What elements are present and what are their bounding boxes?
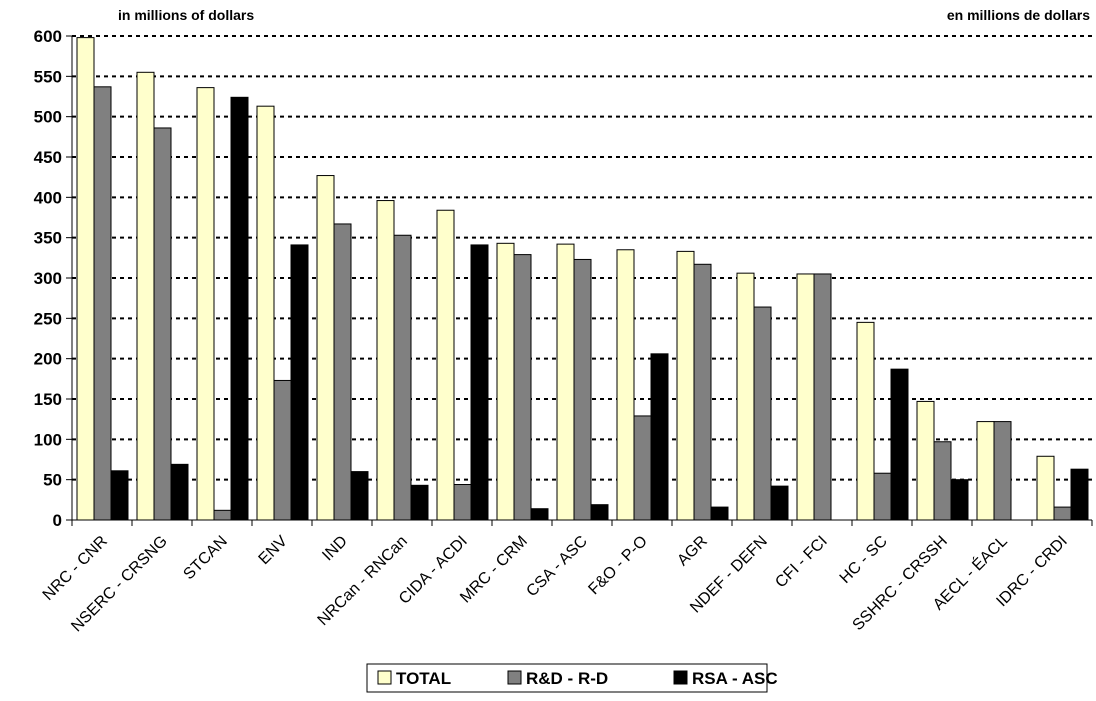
bar-rsa-6 xyxy=(470,244,489,521)
bar-rd-4 xyxy=(333,223,352,521)
bar-rsa-1 xyxy=(170,463,189,521)
bar-rsa-4 xyxy=(350,471,369,521)
x-category-label: ENV xyxy=(256,533,292,569)
x-category-label: IND xyxy=(319,533,351,565)
legend-label: TOTAL xyxy=(396,669,451,688)
bar-total-10 xyxy=(676,250,695,521)
y-tick-label: 300 xyxy=(34,269,62,288)
bar-rd-3 xyxy=(273,379,292,521)
bar-total-16 xyxy=(1036,455,1055,521)
bar-rd-14 xyxy=(933,441,952,521)
bar-rsa-10 xyxy=(710,506,729,521)
bar-total-7 xyxy=(496,242,515,521)
bar-rsa-16 xyxy=(1070,468,1089,521)
x-category-label: CSA - ASC xyxy=(523,533,590,600)
legend: TOTAL R&D - R-D RSA - ASC xyxy=(366,663,778,693)
bar-rsa-3 xyxy=(290,244,309,521)
unit-label-right: en millions de dollars xyxy=(947,7,1090,23)
bar-rd-0 xyxy=(93,86,112,521)
bar-rd-10 xyxy=(693,263,712,521)
bar-rsa-8 xyxy=(590,504,609,521)
y-axis-tick-labels: 0 50 100 150 200 250 300 350 400 450 500 550 600 xyxy=(34,27,62,530)
bar-rd-6 xyxy=(453,484,472,521)
bar-total-3 xyxy=(256,105,275,521)
bar-rd-9 xyxy=(633,415,652,521)
bar-rd-5 xyxy=(393,234,412,521)
bar-rsa-11 xyxy=(770,485,789,521)
legend-swatch xyxy=(673,670,688,685)
bar-rd-8 xyxy=(573,258,592,521)
bar-total-11 xyxy=(736,272,755,521)
bar-rd-1 xyxy=(153,127,172,521)
legend-label: R&D - R-D xyxy=(526,669,608,688)
y-tick-label: 50 xyxy=(43,471,62,490)
x-category-label: AGR xyxy=(674,533,711,570)
bar-rsa-14 xyxy=(950,479,969,521)
bar-rsa-9 xyxy=(650,353,669,521)
bar-rsa-5 xyxy=(410,484,429,521)
bar-rsa-13 xyxy=(890,368,909,521)
bar-rd-7 xyxy=(513,254,532,521)
y-tick-label: 250 xyxy=(34,309,62,328)
y-tick-label: 100 xyxy=(34,430,62,449)
bar-total-14 xyxy=(916,400,935,521)
bar-total-13 xyxy=(856,321,875,521)
x-category-label: CFI - FCI xyxy=(772,533,831,592)
y-tick-label: 0 xyxy=(53,511,62,530)
bar-rd-13 xyxy=(873,472,892,521)
bar-total-9 xyxy=(616,249,635,521)
bar-total-6 xyxy=(436,209,455,521)
x-category-label: STCAN xyxy=(180,533,230,583)
bar-rd-15 xyxy=(993,421,1012,521)
bar-rsa-0 xyxy=(110,470,129,521)
bar-total-12 xyxy=(796,273,815,521)
legend-swatch xyxy=(377,670,392,685)
bar-total-2 xyxy=(196,87,215,521)
unit-label-left: in millions of dollars xyxy=(118,7,254,23)
axes xyxy=(66,35,1093,526)
legend-swatch xyxy=(507,670,522,685)
y-tick-label: 450 xyxy=(34,148,62,167)
y-tick-label: 400 xyxy=(34,188,62,207)
bar-total-0 xyxy=(76,37,95,521)
x-category-label: HC - SC xyxy=(837,533,891,587)
bar-total-4 xyxy=(316,175,335,521)
y-tick-label: 200 xyxy=(34,350,62,369)
legend-label: RSA - ASC xyxy=(692,669,778,688)
y-tick-label: 350 xyxy=(34,229,62,248)
y-tick-label: 600 xyxy=(34,27,62,46)
bar-total-5 xyxy=(376,200,395,521)
x-category-label: F&O - P-O xyxy=(585,533,650,598)
bar-rd-12 xyxy=(813,273,832,521)
bar-rd-11 xyxy=(753,306,772,521)
bar-total-1 xyxy=(136,71,155,521)
bar-rsa-2 xyxy=(230,96,249,521)
bar-total-15 xyxy=(976,421,995,521)
y-tick-label: 550 xyxy=(34,67,62,86)
legend-box xyxy=(366,663,768,693)
y-tick-label: 500 xyxy=(34,108,62,127)
bar-rd-16 xyxy=(1053,506,1072,521)
y-tick-label: 150 xyxy=(34,390,62,409)
bar-total-8 xyxy=(556,243,575,521)
bar-rd-2 xyxy=(213,509,232,521)
bar-rsa-7 xyxy=(530,508,549,521)
